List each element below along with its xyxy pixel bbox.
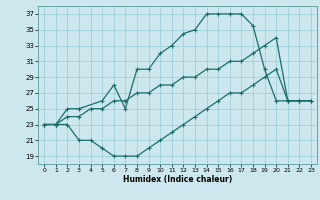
X-axis label: Humidex (Indice chaleur): Humidex (Indice chaleur): [123, 175, 232, 184]
